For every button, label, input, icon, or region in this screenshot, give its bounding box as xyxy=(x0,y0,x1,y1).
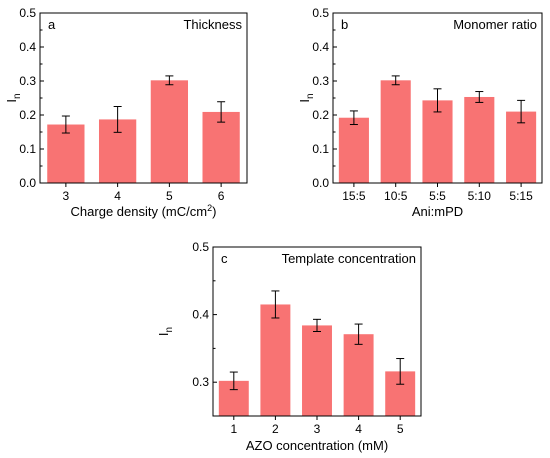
error-bar-b-5:10 xyxy=(475,91,484,103)
y-tick-label-c: 0.4 xyxy=(192,308,209,322)
y-tick-label-a: 0.1 xyxy=(19,142,36,156)
x-axis-label-a: Charge density (mC/cm2) xyxy=(71,203,217,219)
y-tick-label-a: 0.4 xyxy=(19,40,36,54)
x-tick-label-c-4: 4 xyxy=(355,422,362,436)
error-bar-c-1 xyxy=(229,371,238,391)
panel-letter-a: a xyxy=(48,17,56,32)
bar-c-3 xyxy=(302,325,332,416)
bar-c-4 xyxy=(343,334,374,416)
y-tick-label-c: 0.5 xyxy=(192,240,209,254)
x-tick-label-a-5: 5 xyxy=(166,189,173,203)
error-bar-c-3 xyxy=(313,318,321,332)
y-axis-label-a: In xyxy=(4,93,23,102)
bar-a-5 xyxy=(150,80,189,183)
x-tick-label-a-4: 4 xyxy=(114,189,121,203)
error-bar-c-5 xyxy=(396,358,405,385)
panel-title-c: Template concentration xyxy=(282,251,416,266)
x-axis-label-b: Ani:mPD xyxy=(412,204,463,219)
y-tick-label-a: 0.5 xyxy=(19,6,36,20)
y-tick-label-b: 0.4 xyxy=(312,40,329,54)
y-tick-label-c: 0.3 xyxy=(192,375,209,389)
y-tick-label-b: 0.0 xyxy=(312,176,329,190)
bar-b-5:10 xyxy=(464,96,495,183)
error-bar-b-10:5 xyxy=(391,75,400,86)
chart-panel-c: 0.3 0.4 0.5 1 2 3 4 5 AZO concentration (mM) In c T… xyxy=(156,240,422,453)
x-tick-label-b-5:15: 5:15 xyxy=(509,189,533,203)
error-bar-a-3 xyxy=(61,115,70,134)
error-bar-b-5:15 xyxy=(517,99,526,124)
x-tick-label-c-2: 2 xyxy=(272,422,279,436)
error-bar-a-6 xyxy=(217,101,226,123)
y-tick-label-a: 0.0 xyxy=(19,176,36,190)
y-axis-label-c: In xyxy=(156,327,175,336)
x-tick-label-c-3: 3 xyxy=(314,422,321,436)
panel-letter-b: b xyxy=(341,17,348,32)
x-tick-label-a-6: 6 xyxy=(218,189,225,203)
y-tick-label-a: 0.2 xyxy=(19,108,36,122)
y-tick-label-b: 0.3 xyxy=(312,74,329,88)
x-axis-label-c: AZO concentration (mM) xyxy=(246,438,388,453)
x-tick-label-c-1: 1 xyxy=(230,422,237,436)
y-axis-label-b: In xyxy=(297,93,316,102)
x-tick-label-b-15:5: 15:5 xyxy=(342,189,366,203)
bar-b-10:5 xyxy=(380,80,411,183)
y-tick-label-b: 0.2 xyxy=(312,108,329,122)
y-tick-label-a: 0.3 xyxy=(19,74,36,88)
y-tick-label-b: 0.1 xyxy=(312,142,329,156)
error-bar-c-4 xyxy=(354,323,363,345)
panel-title-b: Monomer ratio xyxy=(453,17,537,32)
error-bar-b-5:5 xyxy=(433,88,442,113)
x-tick-label-b-10:5: 10:5 xyxy=(384,189,408,203)
bar-b-5:5 xyxy=(422,100,453,183)
bar-b-15:5 xyxy=(338,117,369,183)
error-bar-c-2 xyxy=(271,290,280,319)
bar-a-3 xyxy=(47,124,85,183)
x-tick-label-c-5: 5 xyxy=(397,422,404,436)
bar-a-6 xyxy=(202,111,240,183)
y-tick-label-b: 0.5 xyxy=(312,6,329,20)
x-tick-label-a-3: 3 xyxy=(63,189,70,203)
x-tick-label-b-5:5: 5:5 xyxy=(429,189,446,203)
bar-b-5:15 xyxy=(506,111,537,183)
bar-c-2 xyxy=(260,304,291,416)
panel-title-a: Thickness xyxy=(183,17,242,32)
error-bar-b-15:5 xyxy=(349,110,358,126)
error-bar-a-5 xyxy=(165,75,174,86)
chart-panel-b: 0.0 0.1 0.2 0.3 0.4 0.5 15:5 10:5 5:5 5:10 5:15 Ani… xyxy=(297,6,543,219)
error-bar-a-4 xyxy=(113,106,122,133)
x-tick-label-b-5:10: 5:10 xyxy=(468,189,492,203)
panel-letter-c: c xyxy=(221,251,228,266)
